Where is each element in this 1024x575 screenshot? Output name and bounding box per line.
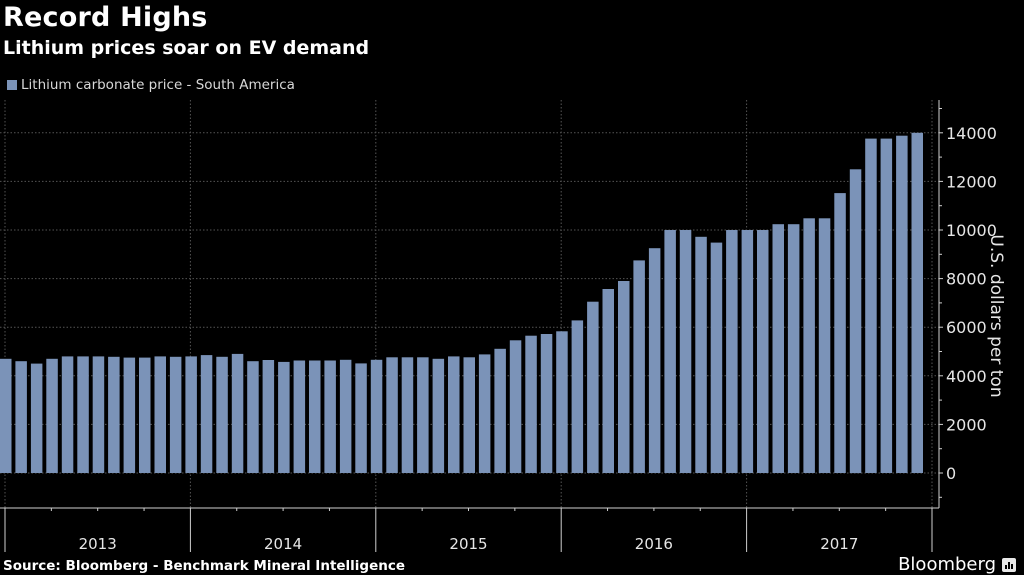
brand-name: Bloomberg (898, 554, 996, 575)
x-tick-label: 2014 (264, 535, 302, 553)
bar (494, 348, 506, 473)
bar (247, 361, 259, 473)
bar (726, 230, 738, 473)
bar (896, 135, 908, 473)
bar (509, 340, 522, 473)
bar (664, 230, 676, 473)
bar (370, 359, 383, 473)
bar (710, 242, 723, 473)
y-axis-label: U.S. dollars per ton (986, 234, 1006, 397)
bar (30, 363, 43, 473)
bar (849, 169, 862, 474)
bar (278, 361, 290, 473)
bar (231, 353, 244, 473)
bar (571, 320, 584, 473)
bar (772, 224, 784, 473)
x-tick-label: 2015 (449, 535, 487, 553)
bar (123, 357, 136, 473)
bar (92, 356, 105, 473)
bar (401, 357, 414, 473)
bar (757, 230, 769, 473)
bar (911, 132, 923, 474)
x-tick-label: 2016 (635, 535, 673, 553)
bar (432, 358, 445, 473)
bar (46, 358, 58, 473)
bar (834, 193, 846, 473)
bar (339, 359, 352, 473)
bar (386, 357, 398, 473)
chart-title: Record Highs (3, 2, 208, 33)
y-tick-label: 0 (946, 464, 956, 483)
y-tick-label: 12000 (946, 172, 997, 191)
bar-chart-bubble-icon (1002, 557, 1016, 572)
x-tick-label: 2013 (79, 535, 117, 553)
bar (0, 358, 12, 473)
bar (618, 281, 630, 473)
bar (15, 361, 27, 473)
bar (77, 356, 89, 473)
bar (309, 360, 321, 473)
bar (803, 218, 815, 473)
bar (695, 236, 707, 473)
bar (139, 357, 151, 473)
bar (417, 357, 429, 473)
bar (262, 360, 275, 473)
legend-swatch (7, 80, 17, 90)
bar (154, 356, 166, 473)
bar (602, 289, 614, 473)
bar (169, 356, 182, 473)
bar (648, 248, 661, 473)
bar (355, 363, 367, 473)
bar (556, 331, 568, 473)
y-tick-label: 2000 (946, 415, 987, 434)
bar (61, 356, 74, 473)
y-tick-label: 10000 (946, 221, 997, 240)
bar (633, 260, 645, 473)
bar (108, 356, 120, 473)
bar (679, 230, 692, 473)
bar (185, 356, 197, 473)
y-ticks: 0 2000 4000 6000 8000 10000 12000 14000 (939, 108, 997, 498)
bar (448, 356, 460, 473)
bar (478, 354, 491, 473)
bar (525, 335, 537, 473)
y-tick-label: 4000 (946, 367, 987, 386)
bar (587, 301, 599, 473)
bar (787, 224, 800, 473)
bar (324, 360, 336, 473)
axes (0, 100, 940, 509)
legend: Lithium carbonate price - South America (7, 77, 295, 93)
x-tick-label: 2017 (820, 535, 858, 553)
bar (293, 360, 306, 473)
chart-subtitle: Lithium prices soar on EV demand (3, 37, 370, 59)
bars (0, 132, 923, 474)
bar (200, 355, 213, 473)
source-note: Source: Bloomberg - Benchmark Mineral In… (3, 558, 406, 574)
x-ticks: 2013 2014 2015 2016 2017 (4, 508, 933, 553)
bar (818, 218, 831, 473)
y-tick-label: 14000 (946, 124, 997, 143)
brand-logo: Bloomberg (898, 554, 1016, 575)
bar (741, 230, 754, 473)
bar (216, 356, 228, 473)
bar (880, 138, 893, 473)
bar (463, 357, 475, 473)
bar (540, 334, 553, 473)
legend-label: Lithium carbonate price - South America (21, 77, 295, 93)
y-tick-label: 6000 (946, 318, 987, 337)
y-tick-label: 8000 (946, 270, 987, 289)
bar (865, 138, 877, 473)
